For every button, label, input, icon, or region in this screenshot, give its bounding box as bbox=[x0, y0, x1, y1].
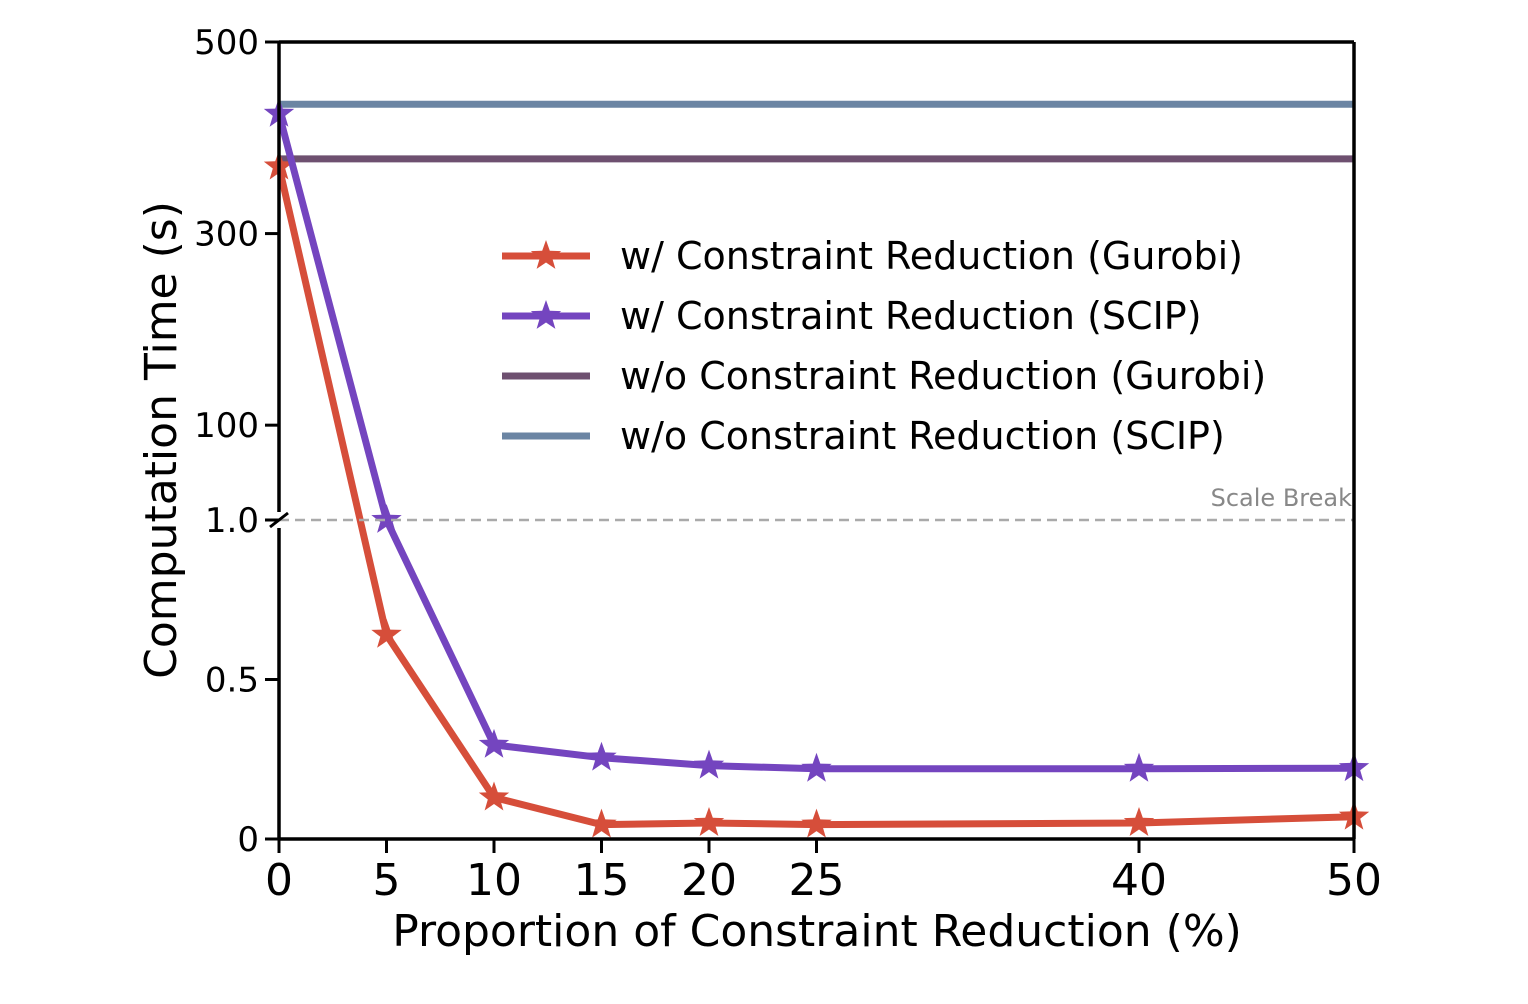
y-tick-label: 1.0 bbox=[205, 501, 259, 541]
legend-label: w/o Constraint Reduction (SCIP) bbox=[620, 414, 1225, 458]
x-tick-label: 50 bbox=[1326, 855, 1382, 906]
legend-item: w/ Constraint Reduction (Gurobi) bbox=[502, 234, 1243, 278]
x-tick-label: 5 bbox=[373, 855, 401, 906]
x-tick-label: 0 bbox=[265, 855, 293, 906]
y-tick-label: 100 bbox=[194, 406, 259, 446]
x-tick-label: 20 bbox=[681, 855, 737, 906]
legend-label: w/ Constraint Reduction (SCIP) bbox=[620, 294, 1202, 338]
y-tick-label: 500 bbox=[194, 23, 259, 63]
x-tick-label: 15 bbox=[574, 855, 630, 906]
data-point bbox=[586, 808, 617, 838]
data-point bbox=[586, 741, 617, 771]
data-point bbox=[801, 752, 832, 782]
legend: w/ Constraint Reduction (Gurobi) w/ Const… bbox=[502, 234, 1266, 458]
data-point bbox=[693, 807, 725, 836]
y-axis-label: Computation Time (s) bbox=[136, 201, 187, 679]
data-point bbox=[371, 618, 402, 648]
data-point bbox=[1123, 752, 1155, 782]
x-axis-label: Proportion of Constraint Reduction (%) bbox=[392, 906, 1242, 957]
series-line-1 bbox=[275, 112, 1355, 773]
y-tick-label: 0.5 bbox=[205, 661, 259, 701]
scale-break-label: Scale Break bbox=[1211, 484, 1352, 512]
legend-marker bbox=[530, 240, 562, 269]
x-tick-label: 10 bbox=[466, 855, 522, 906]
series-layer bbox=[263, 97, 1370, 838]
data-point bbox=[801, 808, 832, 838]
y-tick-label: 0 bbox=[237, 820, 259, 860]
data-point bbox=[693, 749, 725, 779]
data-point bbox=[1123, 807, 1155, 836]
data-point bbox=[478, 728, 510, 758]
y-tick-label: 300 bbox=[194, 215, 259, 255]
legend-item: w/o Constraint Reduction (SCIP) bbox=[502, 414, 1225, 458]
legend-label: w/o Constraint Reduction (Gurobi) bbox=[620, 354, 1266, 398]
legend-item: w/ Constraint Reduction (SCIP) bbox=[502, 294, 1202, 338]
data-point bbox=[371, 504, 402, 533]
x-tick-label: 25 bbox=[789, 855, 845, 906]
series-line-0 bbox=[275, 165, 1355, 829]
legend-item: w/o Constraint Reduction (Gurobi) bbox=[502, 354, 1266, 398]
legend-label: w/ Constraint Reduction (Gurobi) bbox=[620, 234, 1243, 278]
data-point bbox=[478, 781, 510, 811]
legend-marker bbox=[530, 300, 562, 329]
x-tick-label: 40 bbox=[1111, 855, 1167, 906]
